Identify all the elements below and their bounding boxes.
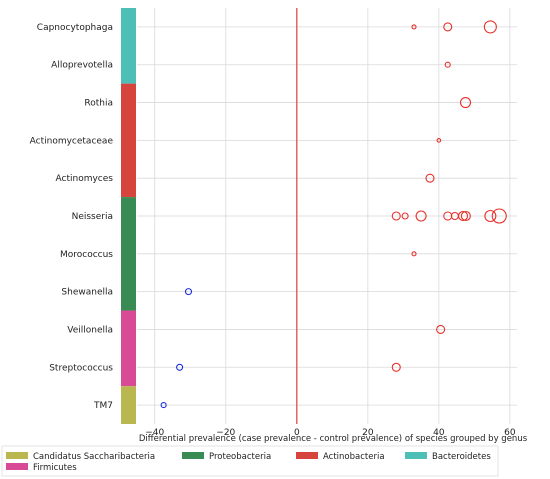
genus-label-9: Streptococcus bbox=[49, 363, 113, 373]
x-axis: −40 −20 0 20 40 60 bbox=[145, 428, 516, 438]
legend-swatch-1 bbox=[182, 452, 204, 459]
data-point-7 bbox=[391, 211, 401, 221]
data-point-16 bbox=[411, 251, 417, 257]
phylum-band-3 bbox=[121, 310, 136, 387]
phylum-band-0 bbox=[121, 8, 136, 84]
x-tick-label-5: 60 bbox=[504, 428, 516, 438]
legend-swatch-4 bbox=[6, 463, 28, 470]
data-point-2 bbox=[483, 20, 497, 34]
data-point-15 bbox=[491, 208, 507, 224]
genus-label-2: Rothia bbox=[84, 99, 113, 109]
data-point-19 bbox=[176, 363, 184, 371]
genus-label-7: Shewanella bbox=[61, 288, 113, 298]
data-point-9 bbox=[415, 210, 427, 222]
phylum-band-1 bbox=[121, 83, 136, 198]
genus-label-5: Neisseria bbox=[72, 212, 113, 222]
x-tick-label-0: −40 bbox=[145, 428, 164, 438]
data-point-0 bbox=[411, 24, 417, 30]
legend: Candidatus Saccharibacteria Proteobacteri… bbox=[1, 445, 499, 477]
data-point-3 bbox=[444, 61, 451, 68]
x-tick-label-4: 40 bbox=[433, 428, 445, 438]
x-axis-label: Differential prevalence (case prevalence… bbox=[139, 434, 528, 444]
legend-label-3: Bacteroidetes bbox=[432, 452, 491, 462]
phylum-band-2 bbox=[121, 197, 136, 311]
legend-label-2: Actinobacteria bbox=[323, 452, 385, 462]
data-point-4 bbox=[459, 96, 472, 109]
genus-label-1: Alloprevotella bbox=[51, 61, 113, 71]
genus-label-10: TM7 bbox=[93, 401, 113, 411]
data-point-8 bbox=[401, 212, 409, 220]
x-tick-label-1: −20 bbox=[216, 428, 235, 438]
data-point-6 bbox=[425, 173, 435, 183]
legend-label-4: Firmicutes bbox=[33, 463, 77, 473]
data-point-14 bbox=[484, 209, 497, 223]
data-point-12 bbox=[457, 210, 469, 222]
data-points bbox=[160, 20, 507, 409]
legend-swatch-3 bbox=[405, 452, 427, 459]
data-point-1 bbox=[443, 22, 453, 32]
legend-frame bbox=[1, 445, 499, 477]
legend-label-0: Candidatus Saccharibacteria bbox=[33, 452, 155, 462]
legend-swatch-0 bbox=[6, 452, 28, 459]
phylum-band-4 bbox=[121, 386, 136, 424]
genus-label-4: Actinomyces bbox=[56, 174, 114, 184]
x-tick-label-2: 0 bbox=[294, 428, 300, 438]
genus-label-8: Veillonella bbox=[67, 325, 113, 335]
data-point-21 bbox=[160, 402, 167, 409]
data-point-17 bbox=[184, 288, 193, 296]
genus-labels: Capnocytophaga Alloprevotella Rothia Actino… bbox=[30, 23, 114, 411]
legend-label-1: Proteobacteria bbox=[209, 452, 271, 462]
genus-label-6: Morococcus bbox=[60, 250, 113, 260]
data-point-18 bbox=[436, 324, 446, 335]
legend-swatch-2 bbox=[296, 452, 318, 459]
data-point-20 bbox=[391, 362, 401, 372]
genus-label-0: Capnocytophaga bbox=[37, 23, 113, 33]
data-point-13 bbox=[460, 210, 471, 222]
data-point-5 bbox=[436, 138, 442, 143]
x-tick-label-3: 20 bbox=[362, 428, 374, 438]
grid-lines bbox=[137, 8, 517, 424]
genus-label-3: Actinomycetaceae bbox=[30, 136, 114, 146]
phylum-bands bbox=[121, 8, 136, 424]
